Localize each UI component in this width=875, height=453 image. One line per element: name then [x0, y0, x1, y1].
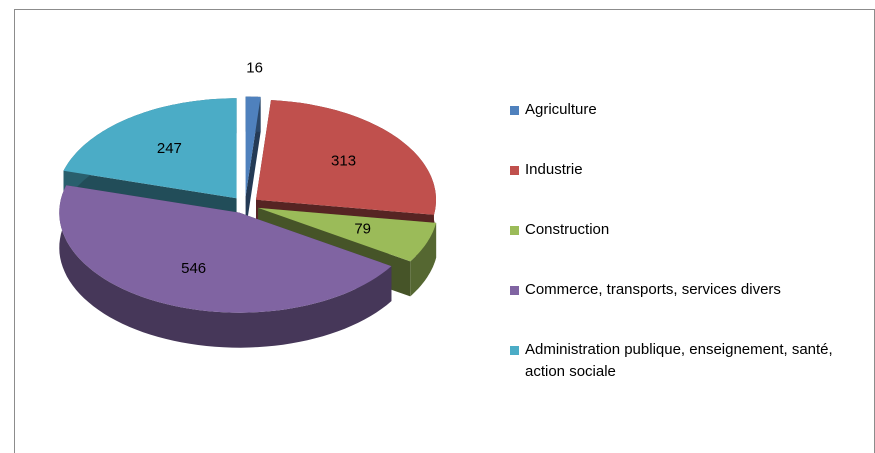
legend-item: Agriculture: [510, 99, 850, 121]
data-label: 16: [246, 60, 263, 77]
legend-swatch: [510, 346, 519, 355]
data-label: 79: [354, 221, 371, 238]
slice: [258, 207, 437, 262]
slice-wall: [59, 185, 392, 348]
legend-swatch: [510, 286, 519, 295]
legend-swatch: [510, 106, 519, 115]
legend-item: Construction: [510, 219, 850, 241]
slice-wall: [410, 222, 437, 297]
legend-label: Administration publique, enseignement, s…: [525, 341, 833, 380]
slice: [59, 185, 392, 313]
slice: [245, 96, 261, 197]
legend-swatch: [510, 166, 519, 175]
slice: [63, 98, 237, 199]
legend-item: Administration publique, enseignement, s…: [510, 339, 850, 383]
legend-label: Industrie: [525, 161, 583, 178]
data-label: 546: [181, 260, 206, 277]
legend-label: Agriculture: [525, 101, 597, 118]
data-label: 247: [157, 140, 182, 157]
slice: [255, 100, 436, 215]
data-label: 313: [331, 152, 356, 169]
legend-swatch: [510, 226, 519, 235]
legend-item: Industrie: [510, 159, 850, 181]
legend-item: Commerce, transports, services divers: [510, 279, 850, 301]
legend-label: Commerce, transports, services divers: [525, 281, 781, 298]
legend-label: Construction: [525, 221, 610, 238]
